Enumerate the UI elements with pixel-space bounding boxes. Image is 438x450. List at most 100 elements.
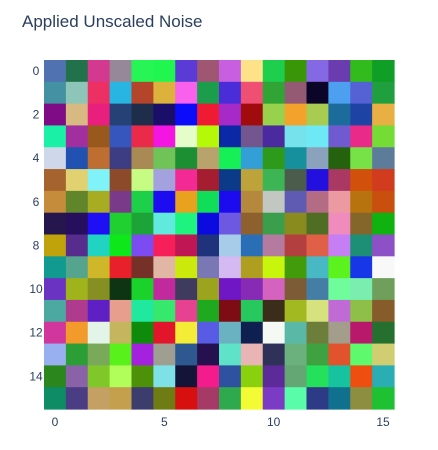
heatmap-cell-r9-c6: [175, 256, 198, 279]
heatmap-cell-r2-c5: [153, 103, 176, 127]
heatmap-cell-r14-c4: [131, 365, 154, 388]
heatmap-cell-r4-c3: [109, 147, 133, 170]
heatmap-cell-r14-c6: [175, 365, 198, 388]
heatmap-cell-r7-c2: [87, 212, 111, 236]
heatmap-cell-r0-c10: [262, 60, 286, 83]
heatmap-cell-r0-c6: [175, 60, 198, 83]
heatmap-cell-r4-c12: [306, 147, 329, 170]
heatmap-cell-r10-c11: [284, 278, 308, 301]
chart-title: Applied Unscaled Noise: [22, 12, 203, 31]
heatmap-cell-r9-c2: [87, 256, 111, 279]
heatmap-cell-r3-c9: [240, 125, 264, 148]
heatmap-cell-r0-c7: [197, 60, 220, 83]
heatmap-cell-r2-c12: [306, 103, 329, 127]
heatmap-cell-r7-c15: [372, 212, 395, 236]
heatmap-cells: [44, 60, 395, 410]
y-tick-label: 6: [33, 195, 40, 209]
heatmap-cell-r2-c15: [372, 103, 395, 127]
heatmap-cell-r3-c6: [175, 125, 198, 148]
heatmap-cell-r7-c14: [350, 212, 373, 236]
x-axis-ticks: 0 5 10 15: [52, 415, 390, 429]
heatmap-cell-r1-c14: [350, 81, 373, 105]
heatmap-cell-r10-c1: [65, 278, 89, 301]
heatmap-cell-r15-c15: [372, 387, 395, 410]
heatmap-cell-r9-c5: [153, 256, 176, 279]
heatmap-cell-r6-c6: [175, 190, 198, 214]
heatmap-cell-r13-c10: [262, 343, 286, 366]
heatmap-cell-r14-c1: [65, 365, 89, 388]
heatmap-cell-r11-c9: [240, 299, 264, 323]
x-tick-label: 15: [376, 415, 390, 429]
heatmap-cell-r10-c13: [328, 278, 351, 301]
heatmap-cell-r1-c15: [372, 81, 395, 105]
heatmap-cell-r11-c15: [372, 299, 395, 323]
y-tick-label: 4: [33, 151, 40, 165]
heatmap-cell-r8-c12: [306, 234, 329, 257]
heatmap-cell-r15-c11: [284, 387, 308, 410]
heatmap-cell-r14-c10: [262, 365, 286, 388]
heatmap-cell-r0-c15: [372, 60, 395, 83]
heatmap-cell-r9-c13: [328, 256, 351, 279]
heatmap-cell-r3-c3: [109, 125, 133, 148]
heatmap-cell-r2-c2: [87, 103, 111, 127]
heatmap-cell-r8-c14: [350, 234, 373, 257]
heatmap-cell-r12-c10: [262, 321, 286, 345]
heatmap-cell-r9-c8: [219, 256, 242, 279]
heatmap-cell-r7-c10: [262, 212, 286, 236]
heatmap-cell-r10-c14: [350, 278, 373, 301]
y-axis-ticks: 0 2 4 6 8 10 12 14: [29, 64, 43, 383]
heatmap-cell-r5-c11: [284, 169, 308, 192]
heatmap-cell-r13-c1: [65, 343, 89, 366]
heatmap-cell-r14-c13: [328, 365, 351, 388]
heatmap-cell-r10-c6: [175, 278, 198, 301]
heatmap-cell-r3-c4: [131, 125, 154, 148]
heatmap-cell-r12-c3: [109, 321, 133, 345]
heatmap-cell-r12-c6: [175, 321, 198, 345]
heatmap-cell-r15-c5: [153, 387, 176, 410]
heatmap-cell-r12-c9: [240, 321, 264, 345]
heatmap-cell-r2-c7: [197, 103, 220, 127]
heatmap-cell-r8-c15: [372, 234, 395, 257]
heatmap-cell-r14-c2: [87, 365, 111, 388]
heatmap-cell-r15-c6: [175, 387, 198, 410]
heatmap-cell-r8-c13: [328, 234, 351, 257]
heatmap-cell-r14-c12: [306, 365, 329, 388]
heatmap-cell-r15-c9: [240, 387, 264, 410]
heatmap-cell-r7-c6: [175, 212, 198, 236]
heatmap-cell-r3-c13: [328, 125, 351, 148]
heatmap-cell-r7-c9: [240, 212, 264, 236]
heatmap-cell-r14-c3: [109, 365, 133, 388]
heatmap-cell-r10-c7: [197, 278, 220, 301]
heatmap-cell-r12-c12: [306, 321, 329, 345]
heatmap-cell-r13-c2: [87, 343, 111, 366]
heatmap-cell-r2-c11: [284, 103, 308, 127]
heatmap-cell-r2-c10: [262, 103, 286, 127]
x-tick-label: 5: [161, 415, 168, 429]
heatmap-cell-r10-c10: [262, 278, 286, 301]
heatmap-cell-r5-c1: [65, 169, 89, 192]
heatmap-cell-r9-c15: [372, 256, 395, 279]
heatmap-cell-r3-c1: [65, 125, 89, 148]
heatmap-cell-r7-c11: [284, 212, 308, 236]
heatmap-cell-r4-c0: [44, 147, 67, 170]
x-tick-label: 10: [267, 415, 281, 429]
heatmap-cell-r11-c12: [306, 299, 329, 323]
heatmap-cell-r8-c4: [131, 234, 154, 257]
heatmap-cell-r10-c9: [240, 278, 264, 301]
heatmap-cell-r13-c12: [306, 343, 329, 366]
heatmap-cell-r0-c9: [240, 60, 264, 83]
heatmap-cell-r12-c8: [219, 321, 242, 345]
heatmap-cell-r13-c15: [372, 343, 395, 366]
heatmap-cell-r3-c11: [284, 125, 308, 148]
heatmap-cell-r5-c12: [306, 169, 329, 192]
heatmap-cell-r13-c5: [153, 343, 176, 366]
heatmap-cell-r6-c5: [153, 190, 176, 214]
heatmap-cell-r6-c11: [284, 190, 308, 214]
heatmap-cell-r0-c14: [350, 60, 373, 83]
heatmap-cell-r3-c5: [153, 125, 176, 148]
heatmap-cell-r6-c3: [109, 190, 133, 214]
heatmap-cell-r12-c1: [65, 321, 89, 345]
heatmap-cell-r0-c5: [153, 60, 176, 83]
heatmap-cell-r2-c0: [44, 103, 67, 127]
